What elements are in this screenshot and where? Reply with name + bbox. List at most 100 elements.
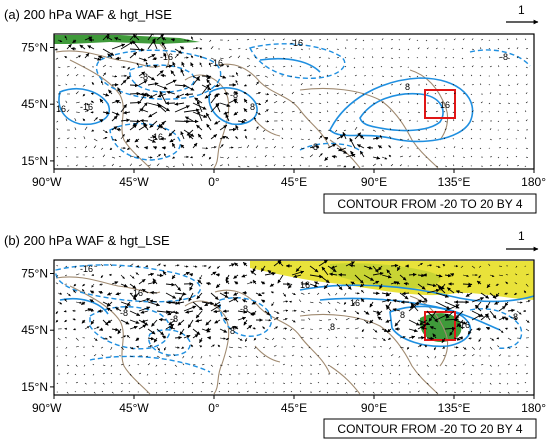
flux-vector [426,355,430,359]
flux-vector [471,346,476,350]
flux-vector [489,292,497,299]
flux-vector [219,164,223,167]
flux-vector [318,363,322,366]
flux-vector [210,292,219,301]
flux-vector [507,47,510,50]
flux-vector [260,265,266,272]
flux-vector [74,137,77,140]
panel-b: (b) 200 hPa WAF & hgt_LSE 1 [4,229,546,439]
flux-vector [354,132,362,140]
flux-vector [300,336,304,339]
contour-label: -16 [160,52,173,62]
flux-vector [290,156,293,158]
flux-vector [360,298,365,303]
flux-vector [177,319,185,326]
flux-vector [102,364,106,366]
negative-contours-a [95,43,531,161]
flux-vector [149,299,158,304]
flux-vector [255,81,259,86]
flux-vector [444,66,447,69]
flux-vector [102,129,108,134]
flux-vector [185,116,194,122]
flux-vector [318,260,328,267]
flux-vector [213,301,221,307]
flux-vector [174,283,182,292]
flux-vector [191,163,194,167]
flux-vector [174,364,178,367]
flux-vector [175,93,185,99]
flux-vector [498,274,503,277]
flux-vector [498,316,506,321]
flux-vector [363,310,370,315]
flux-vector [192,301,203,311]
flux-vector [56,382,59,385]
flux-vector [197,133,203,140]
flux-vector [497,39,500,41]
flux-vector [159,90,167,104]
flux-vector [102,154,106,158]
flux-vector [525,346,529,349]
flux-vector [226,65,230,68]
flux-vector [470,155,473,158]
flux-vector [515,155,518,158]
flux-vector [498,74,500,77]
flux-vector [293,274,302,278]
flux-vector [277,274,284,284]
flux-vector [102,382,105,385]
flux-vector [236,38,239,41]
flux-vector [246,390,249,393]
flux-vector [507,74,510,77]
flux-vector [363,102,366,105]
flux-vector [515,273,518,276]
flux-vector [273,164,276,167]
flux-vector [75,301,82,304]
flux-vector [354,391,358,393]
flux-vector [417,292,428,302]
y-tick-label: 45°N [21,323,48,337]
flux-vector [156,346,161,351]
flux-vector [479,129,482,131]
flux-vector [120,319,130,325]
flux-vector [399,119,402,122]
flux-vector [470,147,473,150]
flux-vector [489,382,492,385]
flux-vector [291,145,294,149]
flux-vector [525,372,528,375]
flux-vector [147,328,156,335]
flux-vector [183,305,197,312]
flux-vector [110,364,113,367]
flux-vector [233,274,239,279]
flux-vector [354,373,357,376]
flux-vector [506,111,509,113]
flux-vector [102,319,109,326]
flux-vector [273,100,278,104]
flux-vector [82,84,86,87]
flux-vector [223,111,230,115]
flux-vector [354,92,357,95]
flux-vector [74,391,77,393]
flux-vector [66,391,69,394]
flux-vector [345,102,349,104]
flux-vector [225,337,230,341]
flux-vector [135,145,140,149]
flux-vector [344,364,347,367]
flux-vector [243,119,248,122]
flux-vector [57,84,61,86]
flux-vector [478,274,482,279]
flux-vector [264,84,269,87]
flux-vector [156,70,164,77]
flux-vector [498,354,502,357]
flux-vector [180,46,185,50]
flux-vector [138,92,147,104]
flux-vector [114,37,122,41]
flux-vector [290,164,293,167]
flux-vector [176,301,185,305]
flux-vector [309,337,313,340]
flux-vector [388,154,392,158]
flux-vector [137,363,140,366]
flux-vector [407,111,410,113]
flux-vector [282,363,286,366]
flux-vector [209,39,212,42]
flux-vector [264,75,268,78]
flux-vector [498,102,501,105]
